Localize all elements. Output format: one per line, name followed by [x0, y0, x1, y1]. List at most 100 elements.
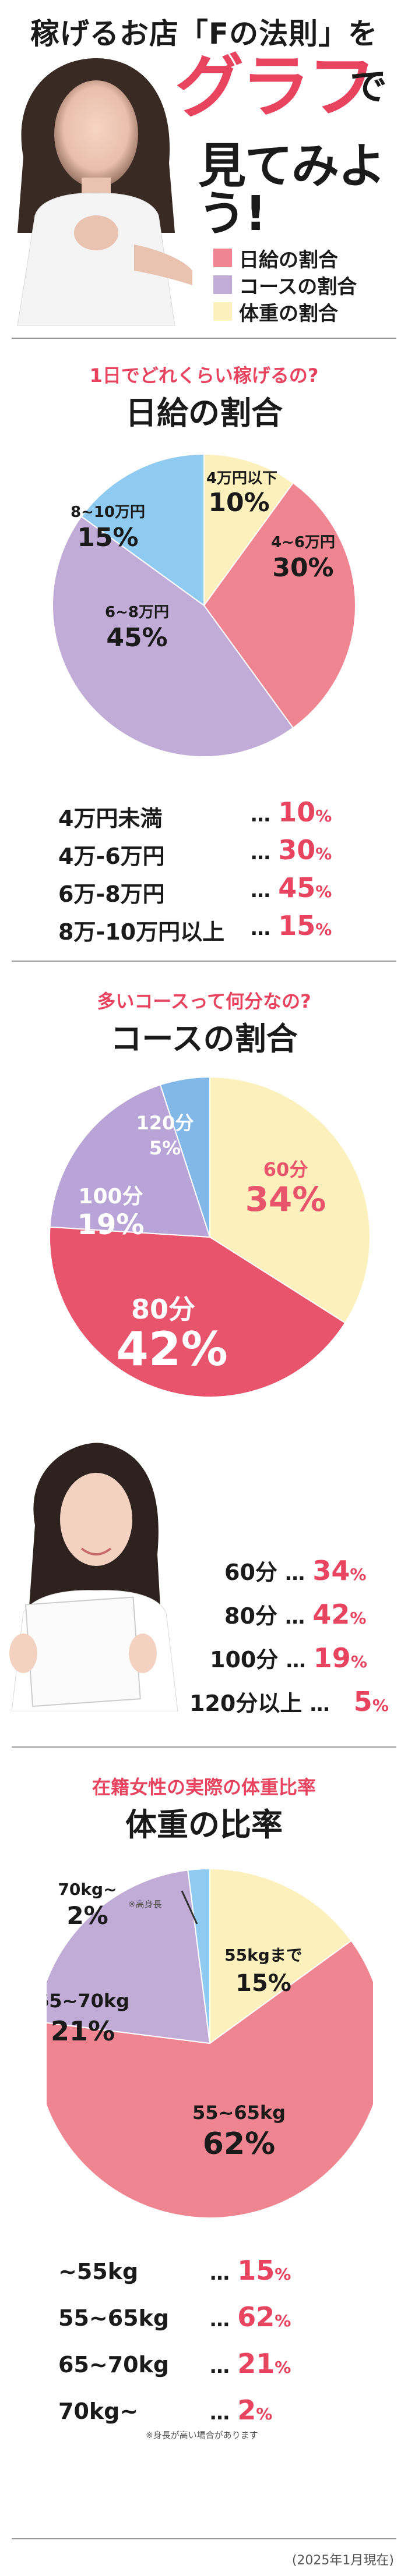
list-row: 6万-8万円 [58, 876, 165, 908]
pie1-slices [52, 453, 356, 757]
pie-slice-2 [49, 1226, 346, 1398]
list-row: 70kg~ [58, 2398, 138, 2424]
pie3-label-name: 65~70kg [47, 1990, 129, 2012]
section-divider [12, 2538, 396, 2539]
pie-slice-3 [52, 515, 294, 757]
list-unit: % [315, 882, 332, 901]
section2-subtitle: 多いコースって何分なの? [97, 990, 311, 1012]
section-divider [12, 338, 396, 339]
pie3-label-pct: 2% [66, 1901, 108, 1930]
list-label: 8万-10万円以上 [58, 919, 225, 945]
list-unit: % [275, 2265, 291, 2284]
list-label: 65~70kg [58, 2352, 170, 2377]
pie-slice-3 [47, 1869, 211, 2044]
pie2-label-name: 120分 [136, 1112, 194, 1134]
girl-illustration [9, 1443, 178, 1712]
list-row: 120分以上 … 5% [189, 1686, 389, 1717]
list-unit: % [315, 844, 332, 863]
legend-swatch-yellow [213, 302, 232, 321]
list-row: 4万-6万円 [58, 838, 165, 870]
list-row: ~55kg [58, 2259, 138, 2284]
list-row: 55~65kg [58, 2305, 169, 2331]
list-num: 62 [237, 2301, 275, 2333]
pie-chart-course: 60分 34% 80分 42% 100分 19% 120分 5% [49, 1076, 371, 1398]
dots: … [251, 803, 270, 827]
pie2-label-pct: 42% [116, 1322, 227, 1376]
list-value: … 21% [210, 2348, 291, 2379]
callout-line [181, 1890, 198, 1925]
section3-subtitle: 在籍女性の実際の体重比率 [92, 1776, 316, 1798]
list-unit: % [372, 1696, 389, 1715]
list-value: … 2% [210, 2394, 273, 2426]
header-legend: 日給の割合 コースの割合 体重の割合 [213, 245, 357, 325]
list-num: 5 [353, 1686, 372, 1717]
pie-slice-2 [203, 482, 356, 729]
pie-chart-daily-pay: 4万円以下 10% 4~6万円 30% 6~8万円 45% 8~10万円 15% [52, 453, 356, 757]
pie3-label-name: 70kg~ [58, 1880, 117, 1899]
list-row: 65~70kg [58, 2352, 169, 2377]
pie2-label-pct: 5% [149, 1137, 181, 1159]
list-unit: % [350, 1608, 367, 1628]
list-num: 15 [278, 910, 316, 941]
list-label: 100分 [210, 1647, 279, 1673]
header-de: で [350, 66, 387, 109]
list-row: 60分 … 34% [224, 1555, 367, 1586]
list-num: 21 [237, 2348, 275, 2379]
legend-item: コースの割合 [213, 271, 357, 299]
list-unit: % [275, 2358, 291, 2377]
pie-slice-1 [209, 1868, 353, 2044]
pie3-label-pct: 62% [203, 2127, 275, 2162]
pie1-label-name: 4万円以下 [206, 470, 277, 487]
date-note: (2025年1月現在) [291, 2553, 394, 2568]
list-unit: % [256, 2404, 273, 2423]
list-label: 120分以上 [189, 1691, 303, 1716]
pie-chart-weight: 55kgまで 15% 55~65kg 62% 65~70kg 21% 70kg~… [47, 1868, 373, 2219]
section-divider [12, 961, 396, 962]
pie3-label-name: 55~65kg [192, 2102, 286, 2124]
header-mite: 見てみよう! [198, 139, 386, 242]
pie-slice-4 [80, 453, 205, 607]
pie-slice-2 [47, 1940, 373, 2219]
dots: … [251, 879, 270, 902]
list-label: 70kg~ [58, 2398, 139, 2424]
pie-slice-3 [49, 1084, 211, 1238]
pie2-label-pct: 34% [245, 1179, 326, 1219]
tall-note: ※高身長 [128, 1899, 162, 1909]
pie-slice-4 [187, 1868, 210, 2044]
pie1-label-name: 4~6万円 [271, 534, 335, 551]
pie-slice-1 [209, 1076, 371, 1324]
legend-label: 日給の割合 [239, 248, 338, 272]
legend-swatch-pink [213, 249, 232, 267]
list-unit: % [315, 806, 332, 825]
pie1-label-pct: 15% [77, 523, 138, 552]
list-num: 2 [237, 2394, 256, 2426]
list-row: 8万-10万円以上 [58, 914, 224, 946]
pie1-label-name: 6~8万円 [105, 604, 169, 621]
pie1-label-pct: 30% [272, 553, 333, 583]
legend-label: 体重の割合 [239, 302, 338, 325]
legend-swatch-lavender [213, 275, 232, 294]
list-num: 19 [313, 1642, 351, 1674]
list-value: … 30% [251, 834, 332, 866]
list-row: 100分 … 19% [210, 1642, 367, 1674]
pie1-label-pct: 10% [208, 488, 269, 518]
list-value: … 15% [210, 2255, 291, 2286]
list-num: 45 [278, 872, 316, 903]
section1-title: 日給の割合 [125, 395, 283, 431]
pie-slice-4 [159, 1076, 210, 1238]
list-row: 4万円未満 [58, 800, 162, 832]
section3-title: 体重の比率 [125, 1806, 283, 1843]
list-value: … 62% [210, 2301, 291, 2333]
section1-subtitle: 1日でどれくらい稼げるの? [89, 364, 319, 387]
list-label: 4万-6万円 [58, 844, 165, 869]
pie1-label-pct: 45% [106, 623, 167, 653]
list-label: 60分 [224, 1560, 277, 1585]
pie2-label-name: 60分 [263, 1158, 308, 1181]
pie3-slices [47, 1868, 373, 2219]
pie1-label-name: 8~10万円 [71, 504, 145, 521]
pie2-label-name: 80分 [131, 1294, 195, 1325]
list-num: 34 [312, 1555, 350, 1586]
pie3-label-pct: 15% [235, 1970, 291, 1997]
list-label: 55~65kg [58, 2305, 170, 2331]
section2-title: コースの割合 [110, 1021, 298, 1057]
